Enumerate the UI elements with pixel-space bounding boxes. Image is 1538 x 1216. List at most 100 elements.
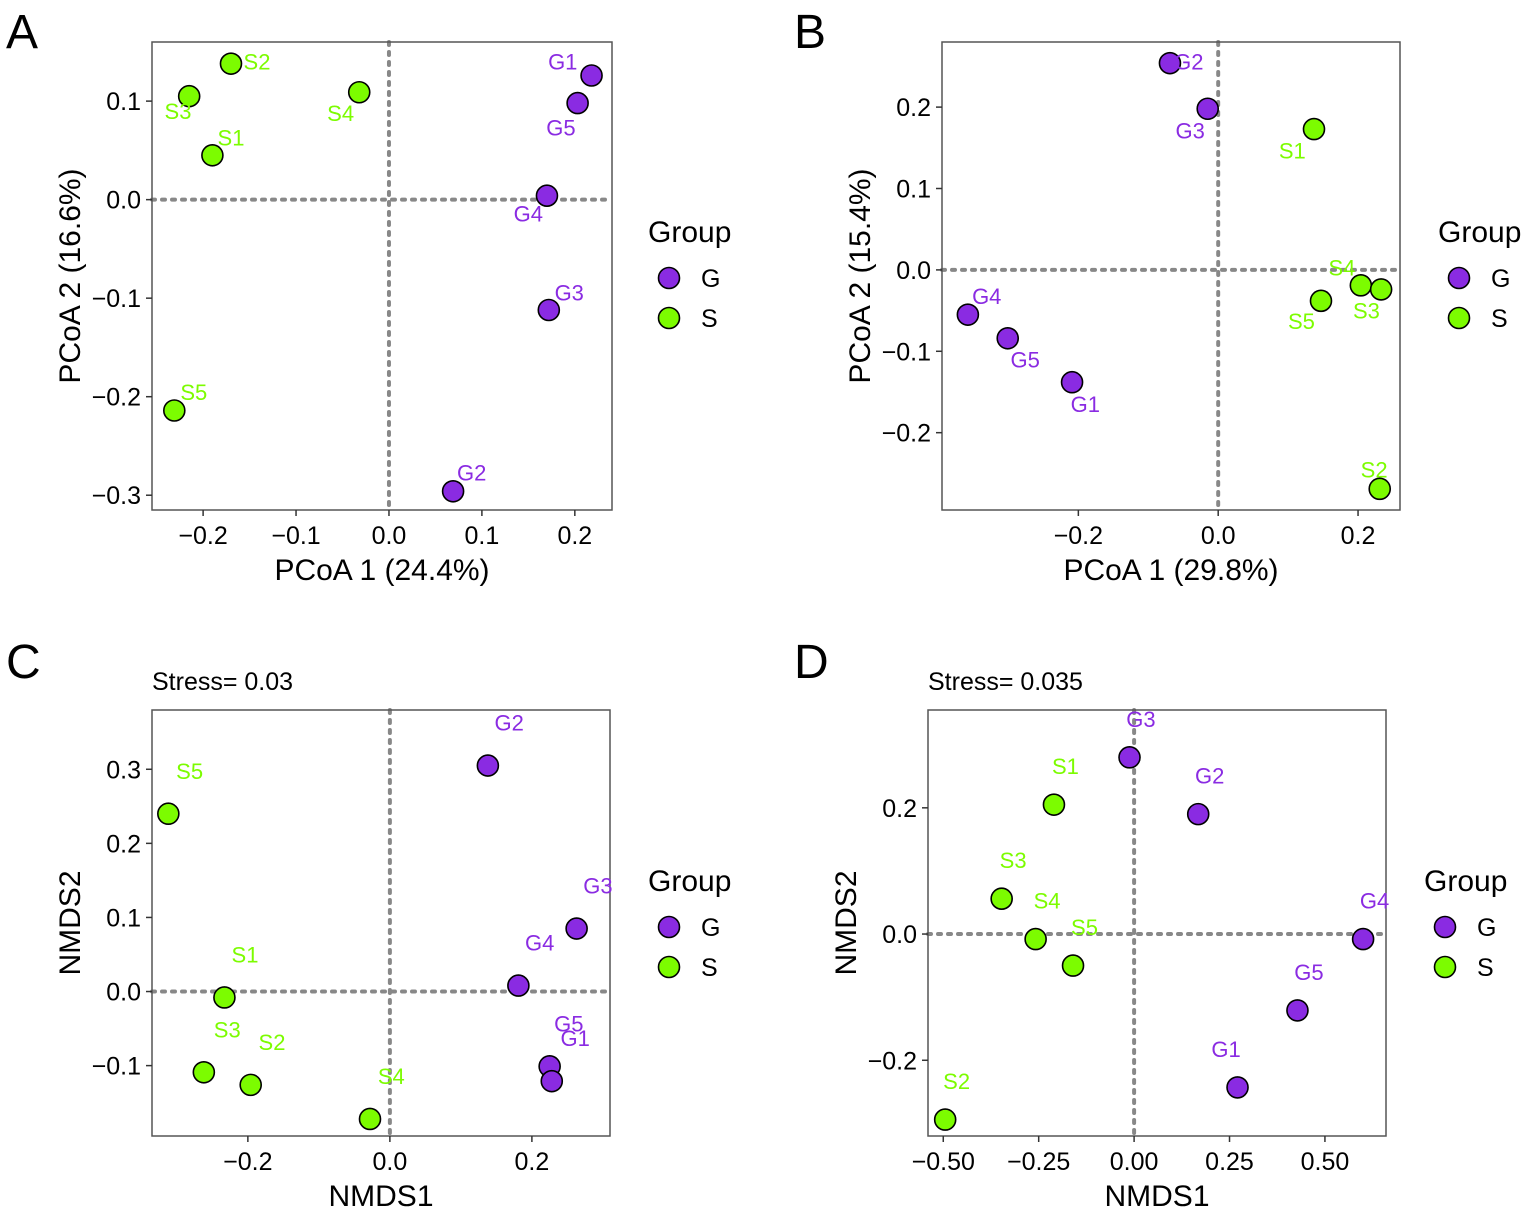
y-axis-label: NMDS2	[54, 870, 87, 975]
point-s3	[1369, 278, 1393, 301]
y-tick-label: −0.1	[882, 338, 931, 366]
point-label-s1: S1	[218, 126, 245, 151]
legend-label-g: G	[1477, 914, 1496, 942]
point-label-g1: G1	[561, 1026, 590, 1051]
point-label-s4: S4	[1034, 889, 1061, 914]
point-g2	[476, 754, 500, 777]
legend-key-g	[1447, 266, 1471, 290]
x-tick-label: 0.1	[465, 522, 500, 550]
panel-letter-b: B	[794, 6, 826, 59]
legend-title: Group	[648, 216, 731, 249]
point-label-s4: S4	[327, 101, 354, 126]
point-label-g4: G4	[1360, 889, 1389, 914]
point-s1	[1042, 793, 1066, 816]
point-label-s2: S2	[943, 1069, 970, 1094]
x-tick-label: 0.0	[372, 522, 407, 550]
point-s1	[201, 144, 224, 167]
plot-frame	[941, 41, 1401, 511]
x-tick-label: −0.2	[223, 1148, 272, 1176]
x-axis-label: NMDS1	[1104, 1180, 1209, 1213]
legend: Group GS	[648, 865, 731, 982]
x-tick-label: 0.2	[557, 522, 592, 550]
point-g3	[537, 298, 561, 322]
point-label-g3: G3	[555, 280, 584, 305]
point-label-s4: S4	[378, 1064, 405, 1089]
y-tick-label: −0.1	[92, 285, 141, 313]
legend-label-g: G	[701, 914, 720, 942]
y-tick-label: −0.2	[92, 384, 141, 412]
point-label-s4: S4	[1329, 255, 1356, 280]
point-s4	[347, 80, 371, 104]
point-g2	[1186, 802, 1210, 826]
y-tick-label: −0.2	[882, 420, 931, 448]
x-tick-label: 0.0	[372, 1148, 407, 1176]
point-g3	[565, 917, 588, 940]
panel-letter-d: D	[794, 636, 829, 689]
point-g1	[540, 1069, 564, 1093]
point-g5	[566, 91, 589, 115]
y-tick-label: 0.1	[106, 88, 141, 116]
legend: Group GS	[648, 216, 731, 333]
y-axis-label: NMDS2	[830, 870, 863, 975]
point-label-s3: S3	[1000, 848, 1027, 873]
plot-frame	[151, 41, 613, 511]
point-label-g5: G5	[546, 116, 575, 141]
y-tick-label: −0.2	[868, 1047, 917, 1075]
point-label-g1: G1	[1211, 1037, 1240, 1062]
y-tick-label: 0.2	[896, 94, 931, 122]
x-tick-label: 0.0	[1201, 522, 1236, 550]
point-label-s5: S5	[180, 380, 207, 405]
point-g2	[1158, 51, 1182, 75]
point-s2	[1368, 477, 1392, 501]
legend-key-s	[657, 955, 681, 979]
point-label-s1: S1	[1279, 138, 1306, 163]
x-tick-label: −0.25	[1007, 1148, 1070, 1176]
legend: Group GS	[1438, 216, 1521, 333]
point-s1	[1302, 117, 1326, 141]
point-label-s3: S3	[1353, 299, 1380, 324]
legend-title: Group	[1438, 216, 1521, 249]
y-tick-label: 0.1	[896, 176, 931, 204]
point-label-s5: S5	[1288, 309, 1315, 334]
point-label-g3: G3	[583, 874, 612, 899]
point-label-g2: G2	[1195, 764, 1224, 789]
y-tick-label: 0.1	[106, 904, 141, 932]
point-g1	[1060, 370, 1084, 394]
point-s5	[1309, 289, 1333, 313]
point-s3	[192, 1060, 216, 1084]
legend-label-s: S	[701, 305, 718, 333]
point-label-g1: G1	[548, 50, 577, 75]
point-s5	[157, 802, 180, 826]
stress-label-c: Stress= 0.03	[152, 668, 293, 696]
x-axis-label: NMDS1	[328, 1180, 433, 1213]
point-label-g5: G5	[1294, 960, 1323, 985]
point-label-g1: G1	[1071, 392, 1100, 417]
legend-key-s	[657, 306, 681, 330]
point-label-g4: G4	[972, 284, 1001, 309]
point-label-s1: S1	[1052, 754, 1079, 779]
point-s2	[239, 1073, 263, 1097]
point-label-s5: S5	[176, 759, 203, 784]
x-tick-label: 0.50	[1301, 1148, 1350, 1176]
point-label-g2: G2	[494, 711, 523, 736]
point-g1	[580, 64, 603, 87]
point-s1	[213, 986, 236, 1009]
point-s5	[1061, 954, 1085, 977]
point-s3	[177, 84, 201, 108]
legend-key-s	[1433, 955, 1457, 979]
point-g4	[956, 303, 980, 326]
point-label-g2: G2	[457, 461, 486, 486]
panel-b: B −0.2 0.0 0.2 −0.2 −0.1 0.0 0.1 0.2 PCoA 1 (29.8…	[794, 6, 1521, 587]
panel-d: D Stress= 0.035 −0.50 −0.25 0.00 0.25 0.50 −0.2…	[794, 636, 1507, 1213]
legend-key-s	[1447, 306, 1471, 330]
panel-c: C Stress= 0.03 −0.2 0.0 0.2 −0.1 0.0 0.1 0.2 0.3 N…	[6, 636, 731, 1213]
point-s4	[1024, 927, 1047, 951]
y-tick-label: 0.0	[106, 187, 141, 215]
x-tick-label: 0.25	[1205, 1148, 1254, 1176]
panel-letter-c: C	[6, 636, 41, 689]
x-tick-label: −0.2	[1054, 522, 1103, 550]
point-s2	[219, 52, 243, 75]
legend-title: Group	[1424, 865, 1507, 898]
point-g3	[1118, 746, 1141, 769]
